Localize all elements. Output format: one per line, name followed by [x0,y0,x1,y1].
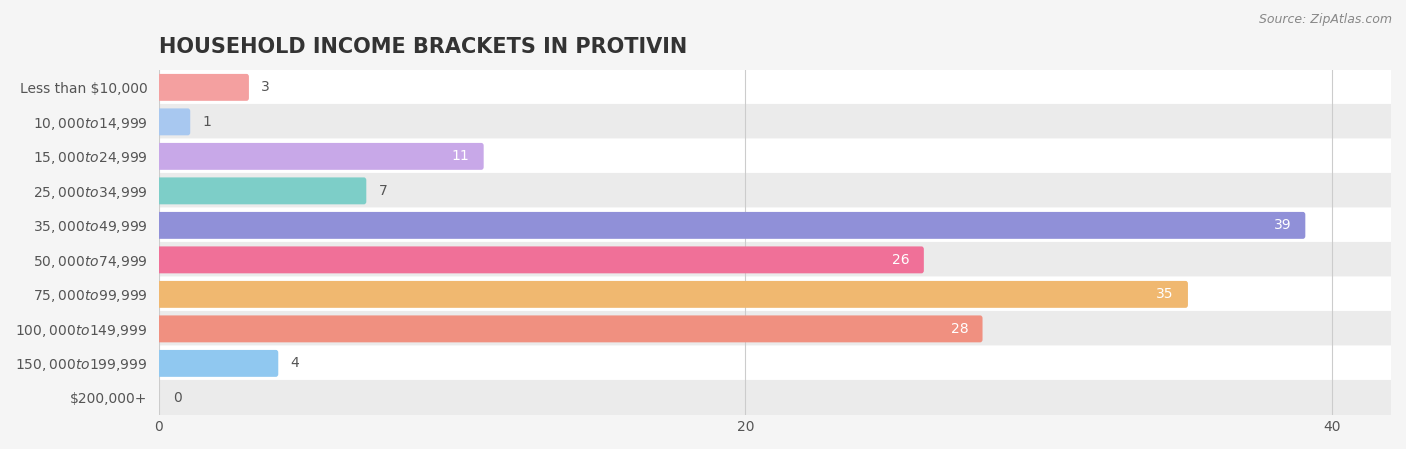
Text: 4: 4 [291,357,299,370]
Text: HOUSEHOLD INCOME BRACKETS IN PROTIVIN: HOUSEHOLD INCOME BRACKETS IN PROTIVIN [159,37,686,57]
FancyBboxPatch shape [128,207,1406,243]
Text: 35: 35 [1156,287,1174,301]
Text: 28: 28 [950,322,969,336]
FancyBboxPatch shape [128,173,1406,209]
Text: 0: 0 [173,391,181,405]
FancyBboxPatch shape [128,242,1406,278]
FancyBboxPatch shape [156,143,484,170]
Text: Source: ZipAtlas.com: Source: ZipAtlas.com [1258,13,1392,26]
FancyBboxPatch shape [128,380,1406,416]
FancyBboxPatch shape [156,212,1305,239]
FancyBboxPatch shape [128,138,1406,174]
FancyBboxPatch shape [156,74,249,101]
Text: 1: 1 [202,115,211,129]
FancyBboxPatch shape [156,316,983,342]
FancyBboxPatch shape [156,350,278,377]
FancyBboxPatch shape [128,311,1406,347]
FancyBboxPatch shape [156,247,924,273]
Text: 11: 11 [451,150,470,163]
Text: 39: 39 [1274,218,1291,233]
FancyBboxPatch shape [128,104,1406,140]
FancyBboxPatch shape [128,345,1406,381]
Text: 26: 26 [893,253,910,267]
Text: 7: 7 [378,184,388,198]
Text: 3: 3 [262,80,270,94]
FancyBboxPatch shape [128,277,1406,313]
FancyBboxPatch shape [156,281,1188,308]
FancyBboxPatch shape [128,70,1406,106]
FancyBboxPatch shape [156,108,190,135]
FancyBboxPatch shape [156,177,367,204]
